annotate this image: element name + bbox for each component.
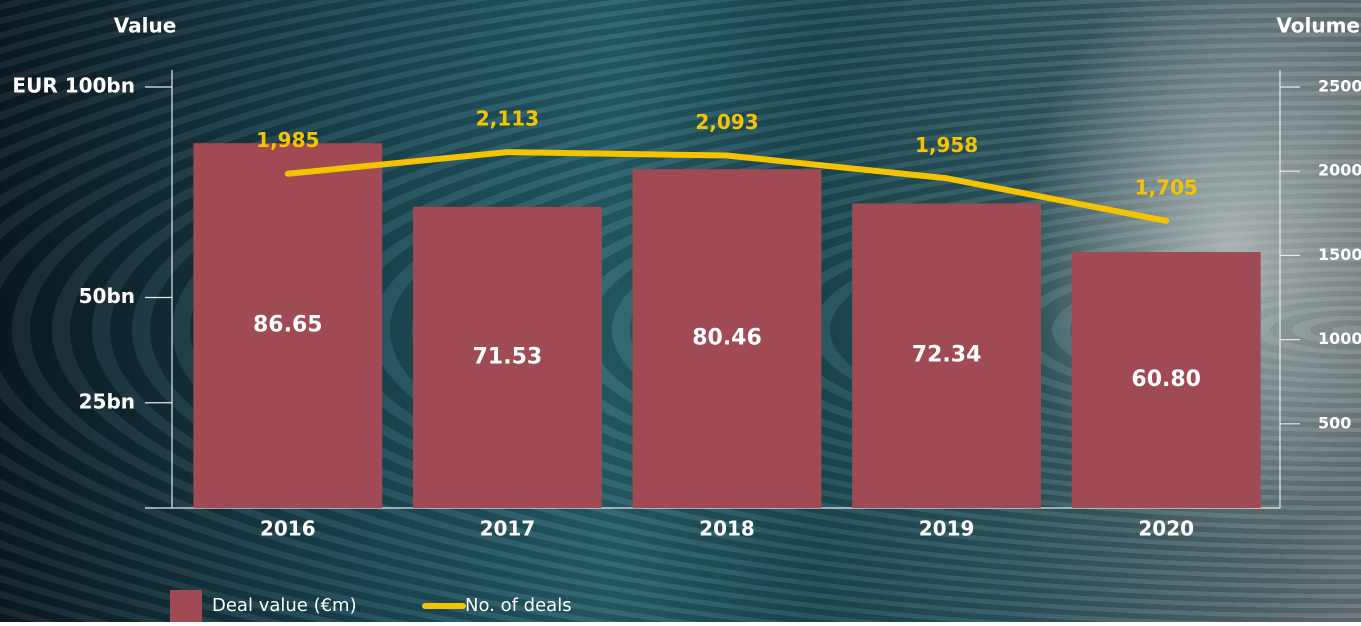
bar-value-label: 80.46 — [692, 326, 762, 351]
line-value-label: 2,113 — [476, 107, 539, 131]
bar-value-label: 72.34 — [912, 343, 982, 368]
y2-tick-label: 2500 — [1318, 77, 1361, 96]
y2-tick-label: 1500 — [1318, 245, 1361, 264]
legend-swatch — [170, 590, 202, 622]
x-tick-label: 2020 — [1138, 517, 1194, 541]
y-tick-label: 50bn — [79, 284, 135, 308]
y2-axis-title: Volume — [1276, 14, 1360, 38]
x-tick-label: 2017 — [480, 517, 536, 541]
line-value-label: 2,093 — [695, 110, 758, 134]
chart: Value Volume EUR 100bn 50bn 25bn 2500 2000 15… — [0, 0, 1361, 622]
line-value-label: 1,705 — [1135, 175, 1198, 199]
legend-label: Deal value (€m) — [212, 595, 357, 616]
y-tick-label: 25bn — [79, 389, 135, 413]
y2-tick-label: 500 — [1318, 413, 1351, 432]
line-value-label: 1,985 — [256, 128, 319, 152]
y-tick-label: EUR 100bn — [12, 74, 135, 98]
y2-tick-label: 2000 — [1318, 161, 1361, 180]
legend-label: No. of deals — [465, 595, 572, 616]
x-tick-label: 2019 — [919, 517, 975, 541]
bar-value-label: 71.53 — [473, 344, 543, 369]
chart-background: Value Volume EUR 100bn 50bn 25bn 2500 2000 15… — [0, 0, 1361, 622]
y-axis-title: Value — [114, 14, 177, 38]
bar-value-label: 60.80 — [1131, 367, 1201, 392]
y2-tick-label: 1000 — [1318, 329, 1361, 348]
bar-value-label: 86.65 — [253, 313, 323, 338]
x-tick-label: 2016 — [260, 517, 316, 541]
x-tick-label: 2018 — [699, 517, 755, 541]
line-value-label: 1,958 — [915, 133, 978, 157]
